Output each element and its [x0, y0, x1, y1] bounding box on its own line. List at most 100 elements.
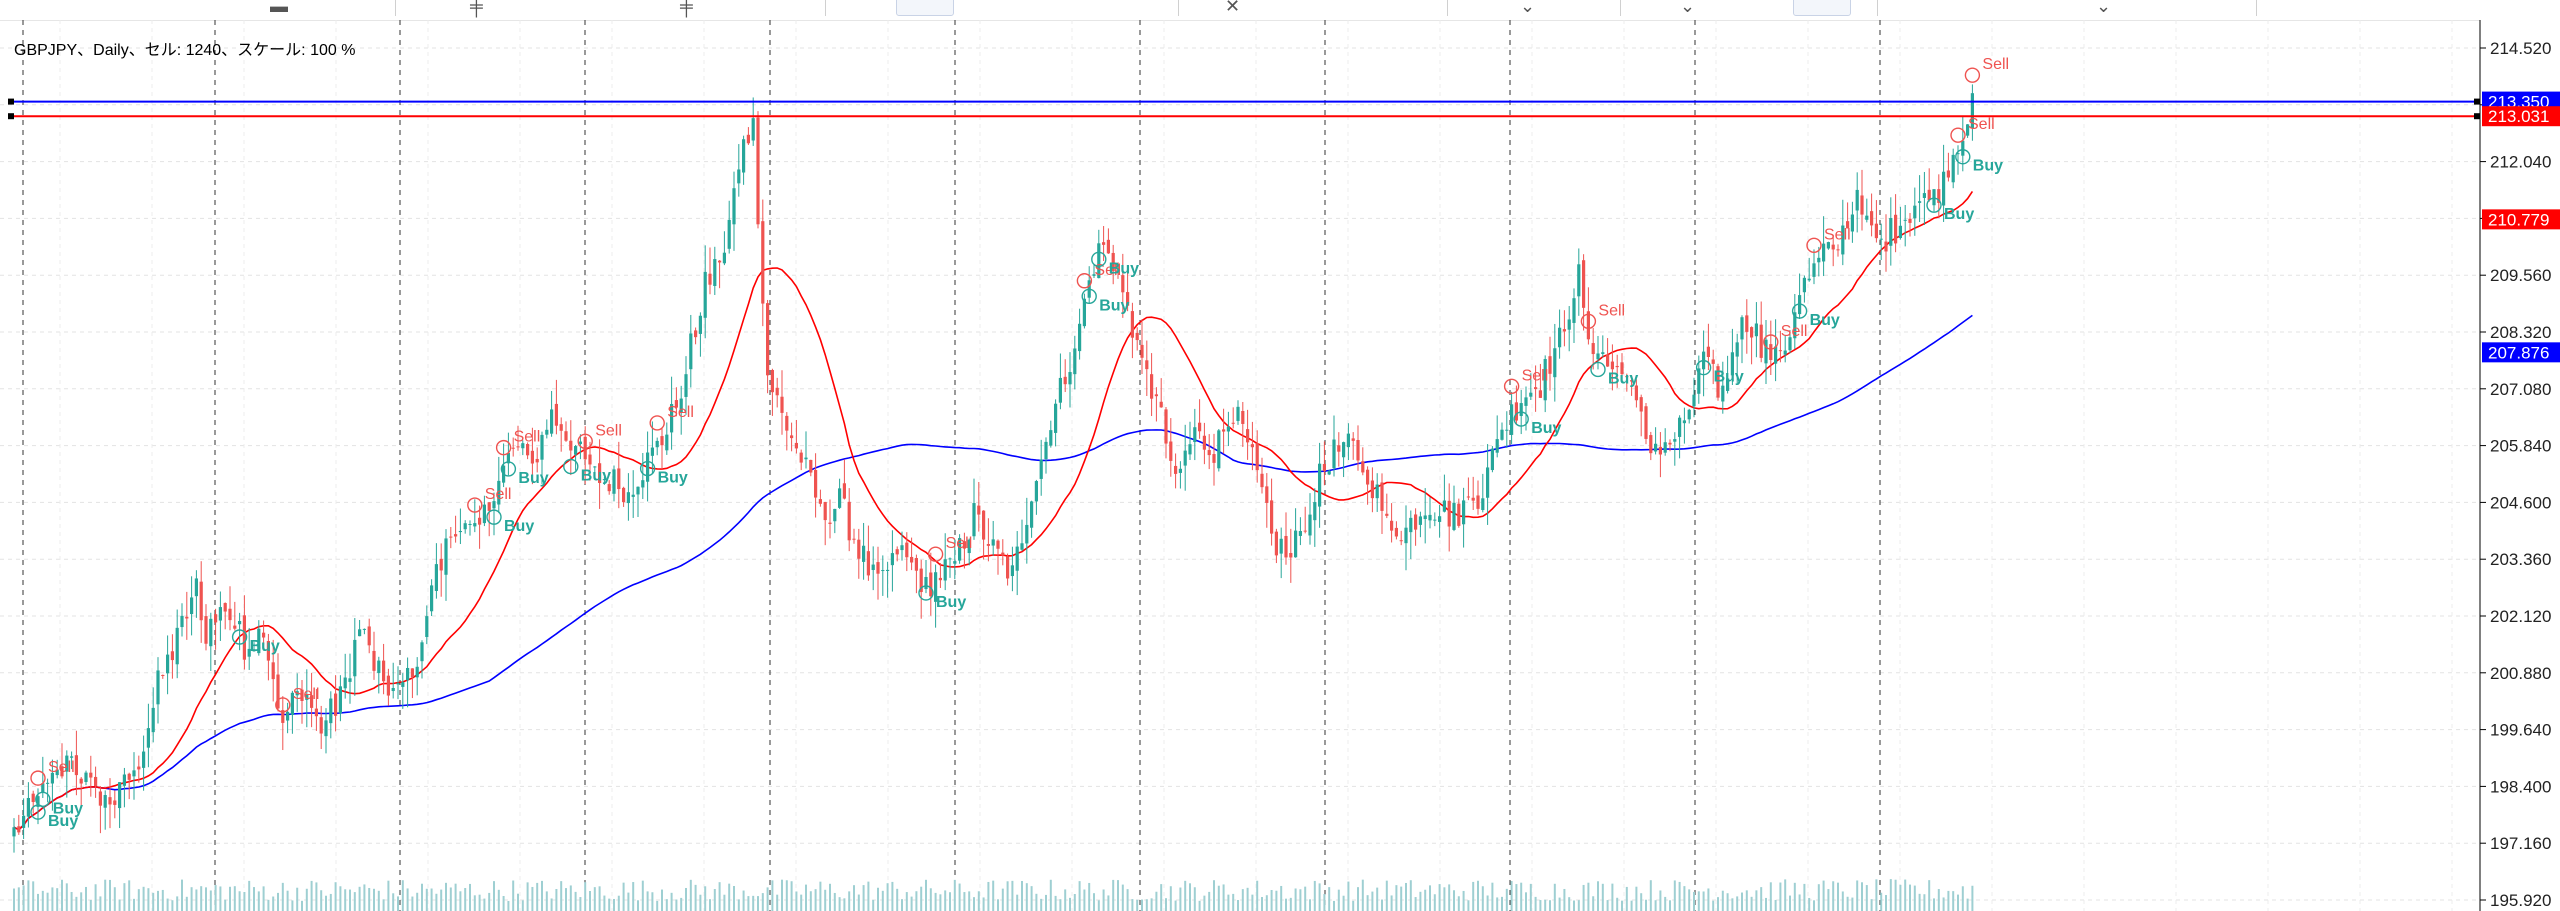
buy-signal-label: Buy	[581, 467, 611, 484]
volume-bar	[75, 896, 78, 911]
buy-signal-icon	[1513, 411, 1529, 427]
candle-body	[1778, 350, 1782, 352]
volume-bar	[425, 888, 428, 911]
crosshair-icon[interactable]: ✕	[1225, 0, 1241, 16]
candle-body	[1246, 429, 1250, 443]
volume-bar	[593, 887, 596, 911]
volume-bar	[257, 891, 260, 911]
volume-bar	[598, 886, 601, 911]
candle-body	[1606, 354, 1610, 367]
candle	[1308, 493, 1312, 545]
candle-body	[358, 629, 362, 637]
volume-bar	[99, 896, 102, 911]
chart-type-icon[interactable]: ▬	[270, 0, 288, 16]
chevron-down-icon[interactable]: ⌄	[2096, 0, 2112, 16]
candle-body	[1063, 376, 1067, 385]
sell-signal-icon	[1806, 237, 1822, 254]
volume-bar	[243, 892, 246, 911]
sell-signal-icon	[1950, 127, 1966, 143]
candle-body	[1164, 409, 1168, 444]
axis-tick-label: 197.160	[2490, 834, 2551, 853]
volume-bar	[334, 882, 337, 911]
volume-bar	[1544, 899, 1547, 911]
candle-body	[1706, 346, 1710, 357]
volume-bar	[569, 885, 572, 911]
candle-body	[1678, 417, 1682, 437]
candle	[1534, 365, 1538, 412]
volume-bar	[281, 882, 284, 911]
volume-bar	[805, 884, 807, 911]
candle-body	[1577, 264, 1581, 297]
candle-body	[914, 558, 918, 571]
axis-tick-label: 214.520	[2490, 39, 2551, 58]
toolbar-toggle-button[interactable]	[896, 0, 954, 16]
candle-body	[1366, 469, 1370, 485]
candle	[127, 772, 131, 800]
volume-bar	[1601, 883, 1604, 911]
candle-icon[interactable]: ╪	[470, 0, 483, 16]
candle-body	[1510, 404, 1514, 435]
volume-bar	[1169, 886, 1172, 911]
candle	[1730, 328, 1734, 385]
sell-signal-label: Sell	[1982, 56, 2009, 73]
candle-body	[271, 662, 275, 680]
candle	[281, 696, 285, 751]
candle	[70, 751, 74, 770]
candle	[473, 499, 477, 533]
volume-bar	[1208, 891, 1211, 911]
candle	[1812, 249, 1816, 285]
candle	[770, 368, 774, 416]
candle-body	[742, 139, 746, 173]
candle	[1375, 473, 1379, 512]
candle-body	[1946, 170, 1950, 178]
volume-bar	[1126, 889, 1129, 911]
candle-body	[972, 503, 976, 537]
volume-bar	[819, 881, 822, 911]
volume-bar	[1683, 886, 1686, 911]
price-axis[interactable]: 214.520213.280212.040210.800209.560208.3…	[2479, 20, 2560, 911]
candle-body	[98, 791, 102, 806]
chevron-down-icon[interactable]: ⌄	[1520, 0, 1536, 16]
candle	[1524, 386, 1528, 431]
candle-body	[530, 450, 534, 464]
candle-body	[526, 444, 530, 456]
volume-bar	[1261, 897, 1263, 911]
chevron-down-icon[interactable]: ⌄	[1680, 0, 1696, 16]
volume-bar	[1933, 898, 1935, 911]
volume-bar	[1611, 883, 1614, 911]
candle	[1183, 424, 1187, 491]
candle-body	[1111, 252, 1115, 272]
period-button[interactable]	[1793, 0, 1851, 16]
candle	[334, 675, 338, 732]
volume-bar	[944, 890, 947, 911]
candle-body	[679, 398, 683, 413]
candle	[1198, 399, 1202, 439]
volume-bar	[1361, 879, 1364, 911]
candle-body	[1754, 323, 1758, 337]
volume-bar	[680, 897, 683, 911]
candle	[1097, 229, 1101, 279]
candle-body	[535, 458, 539, 463]
candle-body	[319, 717, 323, 734]
candle-body	[310, 695, 314, 708]
candle-body	[1913, 205, 1917, 219]
candle-body	[986, 544, 990, 546]
candle	[1754, 302, 1758, 358]
volume-bar	[1102, 889, 1105, 911]
candle	[1438, 504, 1442, 538]
volume-bar	[1112, 879, 1115, 911]
buy-signal-icon	[30, 804, 46, 820]
candle	[1476, 480, 1480, 515]
candle	[468, 520, 472, 536]
draw-tool-icon[interactable]: ╪	[680, 0, 693, 16]
volume-bar	[737, 899, 740, 911]
candle-body	[1538, 390, 1542, 398]
volume-bar	[517, 893, 519, 911]
horizontal-price-lines[interactable]	[8, 98, 2480, 120]
candle-body	[94, 776, 98, 787]
volume-bar	[176, 896, 179, 911]
candle-body	[305, 694, 309, 700]
candle-body	[1759, 324, 1763, 358]
candle-body	[1591, 343, 1595, 355]
